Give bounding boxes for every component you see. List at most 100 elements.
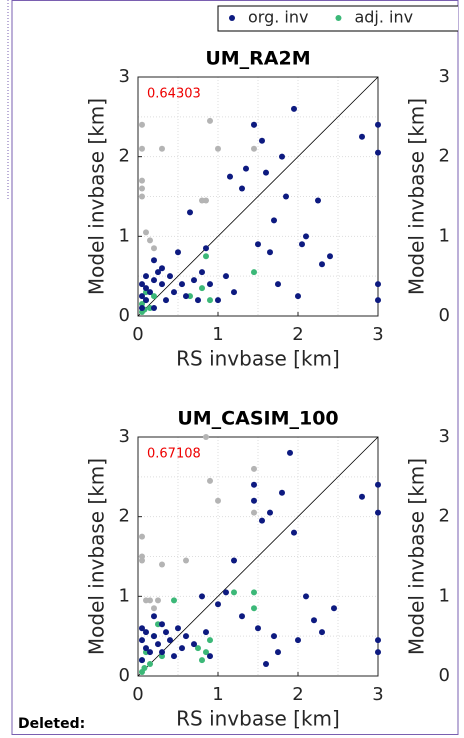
legend-marker bbox=[229, 15, 235, 21]
data-point bbox=[139, 305, 145, 312]
legend-label: adj. inv bbox=[354, 8, 413, 27]
data-point bbox=[223, 273, 229, 280]
x-axis-label: RS invbase [km] bbox=[176, 347, 340, 371]
data-point bbox=[203, 629, 209, 636]
data-point bbox=[295, 637, 301, 644]
data-point bbox=[271, 633, 277, 640]
data-point bbox=[151, 633, 157, 640]
data-point bbox=[239, 613, 245, 620]
data-point bbox=[259, 517, 265, 524]
chart-title: UM_RA2M bbox=[205, 48, 310, 70]
data-point bbox=[283, 193, 289, 200]
data-point bbox=[179, 645, 185, 652]
data-point bbox=[139, 185, 145, 192]
x-axis-label: RS invbase [km] bbox=[176, 707, 340, 731]
data-point bbox=[175, 625, 181, 632]
data-point bbox=[139, 533, 145, 540]
data-point bbox=[375, 637, 381, 644]
y-axis-label: Model invbase [km] bbox=[405, 98, 429, 295]
data-point bbox=[207, 117, 213, 124]
data-point bbox=[251, 509, 257, 516]
y-tick-label: 1 bbox=[439, 225, 450, 246]
data-point bbox=[215, 601, 221, 608]
data-point bbox=[139, 177, 145, 184]
data-point bbox=[291, 529, 297, 536]
data-point bbox=[199, 285, 205, 292]
data-point bbox=[199, 657, 205, 664]
data-point bbox=[263, 169, 269, 176]
data-point bbox=[263, 661, 269, 668]
data-point bbox=[151, 305, 157, 312]
data-point bbox=[151, 277, 157, 284]
one-to-one-line bbox=[137, 436, 379, 677]
data-point bbox=[315, 197, 321, 204]
data-point bbox=[267, 509, 273, 516]
data-point bbox=[251, 605, 257, 612]
data-point bbox=[375, 149, 381, 156]
y-tick-label: 1 bbox=[119, 585, 130, 606]
data-point bbox=[375, 281, 381, 288]
data-point bbox=[155, 641, 161, 648]
data-point bbox=[151, 605, 157, 612]
data-point bbox=[303, 593, 309, 600]
data-point bbox=[147, 597, 153, 604]
data-point bbox=[271, 217, 277, 224]
data-point bbox=[239, 185, 245, 192]
data-point bbox=[255, 241, 261, 248]
data-point bbox=[159, 265, 165, 272]
data-point bbox=[215, 145, 221, 152]
data-point bbox=[207, 477, 213, 484]
data-point bbox=[251, 121, 257, 128]
content: 0 1 2 3 0 1 2 3 Model invbase [km] UM_RA2M 0.64303… bbox=[85, 5, 458, 731]
y-tick-label: 0 bbox=[119, 665, 130, 686]
data-point bbox=[141, 665, 148, 672]
data-point bbox=[223, 589, 229, 596]
data-point bbox=[231, 589, 237, 596]
y-tick-label: 0 bbox=[439, 305, 450, 326]
data-point bbox=[331, 605, 337, 612]
data-point bbox=[207, 637, 213, 644]
data-point bbox=[139, 281, 145, 288]
data-point bbox=[375, 509, 381, 516]
data-point bbox=[171, 289, 177, 296]
y-tick-label: 3 bbox=[119, 66, 130, 87]
data-point bbox=[191, 277, 197, 284]
data-point bbox=[199, 593, 205, 600]
data-point bbox=[171, 653, 177, 660]
plot-frame bbox=[137, 76, 379, 317]
data-point bbox=[179, 281, 185, 288]
data-point bbox=[183, 293, 189, 300]
data-point bbox=[159, 649, 165, 656]
data-point bbox=[207, 297, 213, 304]
data-point bbox=[359, 493, 365, 500]
data-point bbox=[203, 434, 209, 440]
legend-marker bbox=[335, 15, 342, 21]
data-point bbox=[251, 497, 257, 504]
data-point bbox=[291, 105, 297, 112]
data-point bbox=[151, 613, 157, 620]
y-axis-label: Model invbase [km] bbox=[85, 458, 109, 655]
data-point bbox=[251, 465, 257, 472]
data-point bbox=[139, 145, 145, 152]
x-tick-label: 2 bbox=[292, 684, 303, 705]
data-point bbox=[279, 489, 285, 496]
data-point bbox=[143, 285, 149, 292]
chart-title: UM_CASIM_100 bbox=[177, 408, 338, 430]
data-point bbox=[147, 661, 153, 668]
data-point bbox=[147, 649, 153, 656]
data-point bbox=[375, 481, 381, 488]
data-point bbox=[303, 233, 309, 240]
data-point bbox=[155, 597, 161, 604]
data-point bbox=[151, 293, 157, 300]
y-tick-label: 2 bbox=[119, 506, 130, 527]
data-point bbox=[215, 297, 221, 304]
y-axis-label: Model invbase [km] bbox=[405, 458, 429, 655]
data-point bbox=[227, 173, 233, 180]
data-point bbox=[215, 497, 221, 504]
plot-frame bbox=[137, 436, 379, 677]
data-point bbox=[243, 165, 249, 172]
data-point bbox=[159, 145, 165, 152]
data-point bbox=[139, 657, 145, 664]
